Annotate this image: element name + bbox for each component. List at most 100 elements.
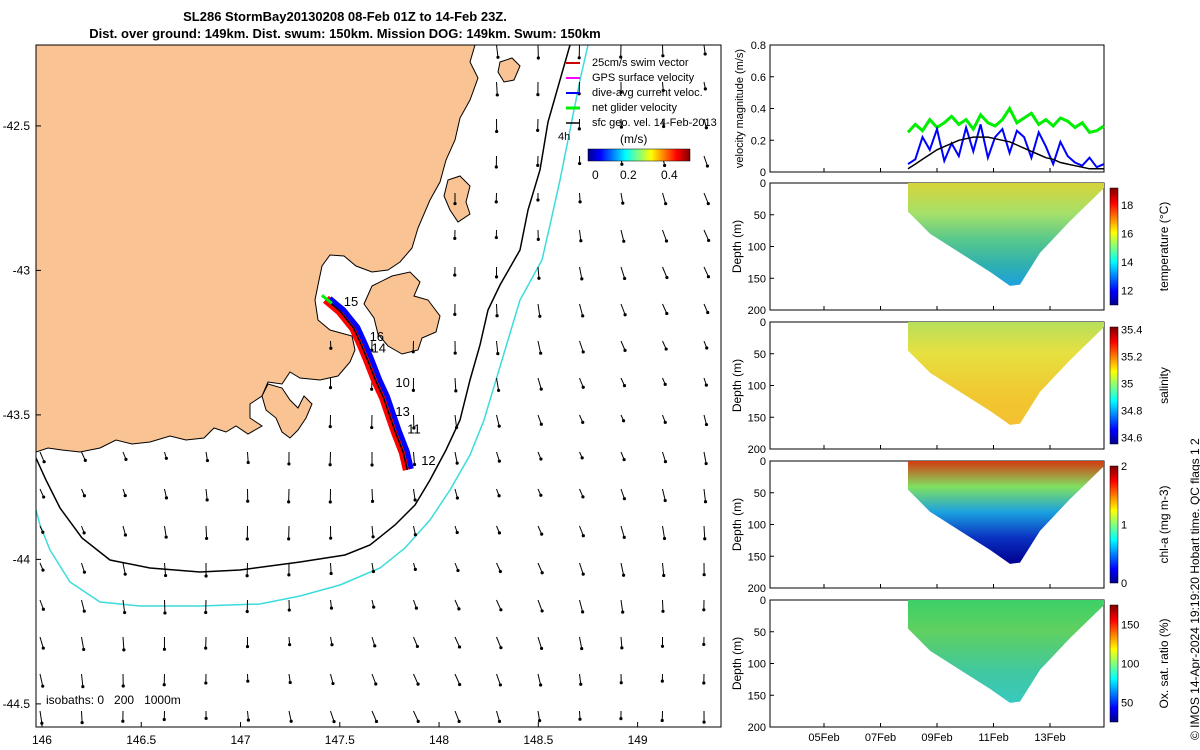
- map-ytick-label: -44.5: [3, 697, 31, 711]
- sfc-arrow-head: [703, 537, 707, 541]
- sfc-arrow-head: [581, 534, 585, 538]
- sfc-arrow: [537, 636, 543, 649]
- sfc-arrow-head: [497, 494, 501, 498]
- sfc-arrow: [537, 266, 540, 279]
- sfc-arrow: [662, 525, 666, 539]
- sfc-arrow-head: [580, 277, 584, 281]
- map-xtick-label: 146: [32, 733, 52, 747]
- colorbar-label: chl-a (mg m-3): [1157, 485, 1171, 563]
- sfc-arrow-head: [538, 719, 542, 723]
- sfc-arrow: [496, 81, 498, 95]
- track-day-label: 11: [407, 421, 421, 436]
- sfc-arrow-head: [498, 683, 503, 687]
- sfc-arrow-head: [662, 573, 666, 578]
- depth-tick-label: 0: [760, 456, 766, 468]
- sfc-arrow-head: [411, 350, 415, 354]
- sfc-arrow-head: [539, 422, 543, 426]
- sfc-arrow-head: [82, 531, 86, 535]
- velocity-series: [906, 105, 1105, 134]
- sfc-arrow: [164, 525, 167, 538]
- sfc-arrow-head: [623, 348, 627, 352]
- isobath-1000m: [36, 45, 589, 607]
- sfc-arrow-head: [496, 55, 500, 59]
- sfc-arrow: [81, 599, 85, 612]
- chart-title: SL286 StormBay20130208 08-Feb 01Z to 14-…: [40, 8, 650, 42]
- sfc-arrow-head: [162, 647, 167, 651]
- sfc-arrow: [39, 673, 44, 687]
- sfc-arrow-head: [706, 310, 710, 315]
- sfc-arrow-head: [581, 610, 585, 614]
- sfc-arrow-head: [706, 275, 711, 279]
- sfc-arrow-head: [494, 235, 498, 240]
- sfc-arrow-head: [204, 574, 208, 578]
- sfc-arrow-head: [621, 610, 625, 614]
- sfc-arrow-head: [457, 607, 461, 611]
- vel-ytick-label: 0.6: [751, 72, 766, 84]
- colorbar-tick-label: 150: [1121, 620, 1139, 632]
- depth-tick-label: 100: [748, 242, 766, 254]
- sfc-arrow-head: [706, 201, 710, 206]
- sfc-arrow-head: [82, 570, 87, 574]
- profile-panel: 0 50 100 150 200 Depth (m) 34.6 34.8 35 35.2 35.4 s…: [730, 317, 1171, 456]
- sfc-arrow-head: [372, 605, 376, 609]
- sfc-arrow-head: [164, 496, 169, 500]
- sfc-arrow-head: [494, 165, 498, 169]
- sfc-arrow-head: [414, 606, 419, 610]
- sfc-arrow: [39, 451, 45, 462]
- sfc-arrow: [579, 525, 584, 536]
- sfc-arrow-head: [536, 237, 540, 241]
- section-heatmap: [908, 461, 1104, 564]
- sfc-arrow-head: [580, 646, 584, 651]
- sfc-arrow-head: [205, 498, 209, 502]
- sfc-arrow-head: [664, 202, 668, 206]
- track-day-label: 12: [421, 453, 435, 468]
- sfc-arrow-head: [578, 161, 582, 166]
- sfc-arrow-head: [329, 346, 333, 350]
- sfc-arrow-head: [581, 572, 585, 576]
- depth-tick-label: 50: [754, 488, 766, 500]
- track-day-label: 13: [395, 404, 409, 419]
- sfc-arrow-head: [288, 643, 292, 647]
- isobaths-label: isobaths: 0 200 1000m: [46, 693, 181, 707]
- sfc-arrow-head: [454, 389, 458, 393]
- sfc-arrow-head: [455, 461, 459, 465]
- footer-credit: © IMOS 14-Apr-2024 19:19:20 Hobart time.…: [1188, 438, 1200, 740]
- sfc-arrow: [496, 636, 502, 648]
- sfc-arrow: [371, 525, 374, 537]
- sfc-arrow-head: [370, 463, 374, 467]
- velocity-axes: [769, 44, 1105, 173]
- sfc-arrow-head: [163, 611, 167, 615]
- sfc-arrow-head: [246, 718, 250, 722]
- sfc-arrow-head: [122, 648, 126, 652]
- sfc-arrow-head: [660, 718, 664, 723]
- sfc-arrow-head: [662, 124, 666, 129]
- sfc-arrow-head: [373, 644, 377, 648]
- depth-tick-label: 0: [760, 178, 766, 190]
- sfc-arrow-head: [619, 90, 623, 94]
- sfc-arrow-head: [416, 682, 420, 686]
- sfc-arrow-head: [123, 493, 127, 498]
- map-xtick-label: 148.5: [523, 733, 553, 747]
- sfc-arrow-head: [621, 419, 626, 423]
- sfc-arrow: [537, 377, 542, 390]
- sfc-arrow: [413, 451, 416, 465]
- depth-tick-label: 100: [748, 520, 766, 532]
- colorbar-tick-label: 14: [1121, 257, 1133, 269]
- sfc-arrow-head: [663, 498, 667, 503]
- sfc-arrow-head: [703, 52, 707, 56]
- depth-tick-label: 100: [748, 381, 766, 393]
- sfc-arrow-head: [287, 462, 291, 466]
- colorbar-tick-label: 0: [1121, 578, 1127, 590]
- sfc-arrow-head: [246, 499, 250, 503]
- sfc-arrow: [454, 673, 461, 685]
- sfc-arrow: [288, 710, 292, 722]
- sfc-arrow-head: [703, 500, 708, 504]
- colorbar-tick-label: 1: [1121, 520, 1127, 532]
- sfc-arrow-head: [663, 420, 667, 424]
- sfc-arrow: [620, 266, 626, 279]
- sfc-arrow: [413, 673, 419, 685]
- sfc-arrow-head: [704, 422, 709, 427]
- sfc-arrow-head: [374, 719, 379, 724]
- sfc-arrow: [122, 636, 125, 650]
- sfc-arrow-head: [539, 493, 543, 497]
